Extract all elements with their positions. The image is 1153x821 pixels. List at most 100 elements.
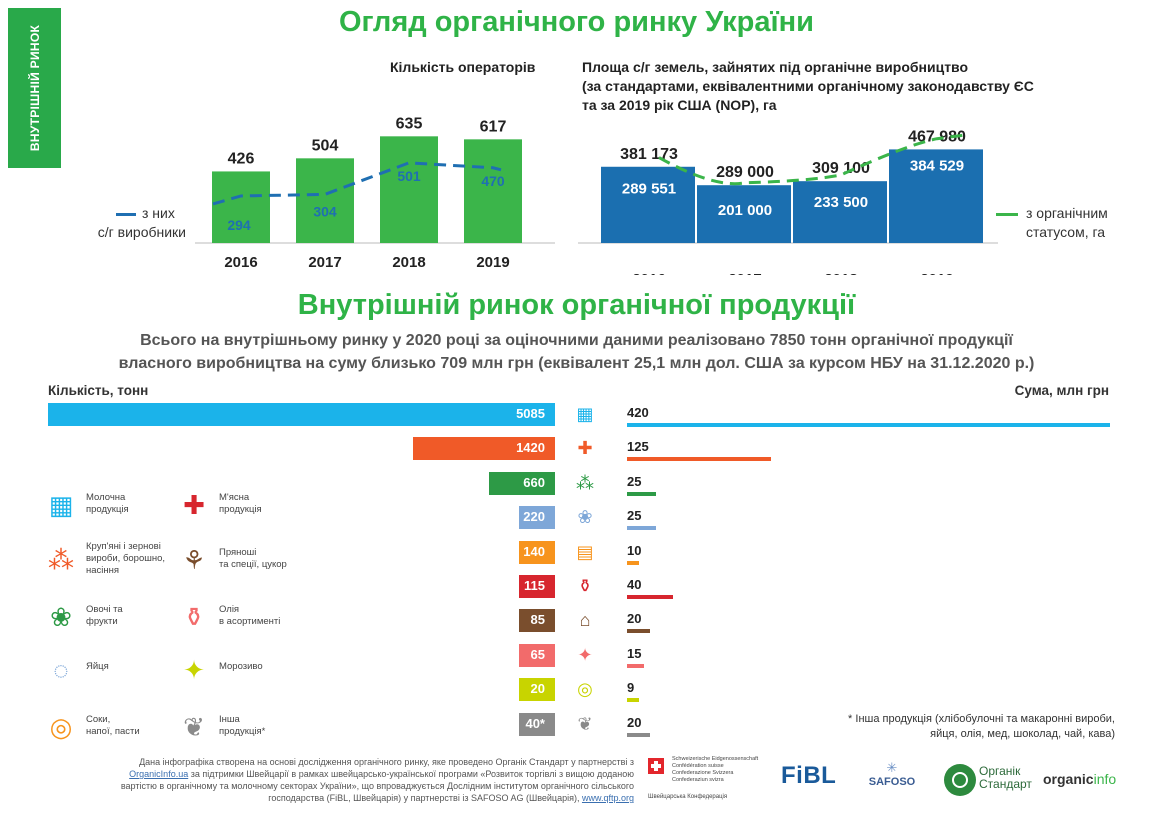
land-legend-line1: з органічним xyxy=(1026,205,1108,221)
footnote-line1: * Інша продукція (хлібобулочні та макаро… xyxy=(848,713,1115,725)
operators-chart: 426 2016 504 2017 635 2018 617 2019 294 304 501 470 xyxy=(195,115,555,271)
eggs-icon: ⌂ xyxy=(579,610,591,631)
amount-bar xyxy=(627,423,1110,427)
land-bar xyxy=(601,166,695,243)
wheat-icon: ⁂ xyxy=(576,472,594,493)
quantity-bar: 115 xyxy=(519,575,555,598)
amount-bar xyxy=(627,560,639,565)
meat-icon: ✚ xyxy=(183,490,205,520)
category-legend-label-line: Овочі та xyxy=(86,604,123,615)
category-legend-label-line: продукція xyxy=(86,504,129,515)
side-tab: ВНУТРІШНІЙ РИНОК xyxy=(8,8,61,168)
land-year-label: 2018 xyxy=(824,271,857,275)
land-chart: 381 173 2016 289 551 289 000 2017 201 000 309 … xyxy=(578,128,998,275)
category-legend-item: ◎ Соки, напої, пасти xyxy=(44,708,174,754)
quantity-bar-value: 220 xyxy=(523,509,545,525)
land-bar-value: 309 100 xyxy=(812,160,870,177)
organic-standard-logo: Органік Стандарт xyxy=(979,765,1032,791)
safoso-text: SAFOSO xyxy=(868,776,916,788)
category-legend-label-line: М'ясна xyxy=(219,492,250,503)
milk-icon: ▦ xyxy=(48,490,74,520)
amount-bar xyxy=(627,629,650,634)
juice-icon: ◎ xyxy=(49,712,73,742)
fibl-logo: FiBL xyxy=(781,762,837,789)
operators-year-label: 2016 xyxy=(224,254,257,271)
icecream-icon: ✦ xyxy=(577,644,593,665)
amount-bar-value: 25 xyxy=(627,508,642,524)
land-bar xyxy=(697,185,791,243)
right-axis-name: Сума, млн грн xyxy=(1014,383,1109,398)
oil-icon: ⚱ xyxy=(577,576,593,596)
category-legend-label: Морозиво xyxy=(219,661,309,673)
operators-chart-title: Кількість операторів xyxy=(390,59,536,75)
quantity-bar-value: 115 xyxy=(524,578,545,593)
footnote: * Інша продукція (хлібобулочні та макаро… xyxy=(785,712,1115,742)
category-legend-item: ▦ Молочна продукція xyxy=(44,486,174,532)
oil-icon: ⚱ xyxy=(183,602,205,632)
swiss-line1: Schweizerische Eidgenossenschaft xyxy=(672,756,759,762)
amount-bar-value: 125 xyxy=(627,439,649,455)
spices-icon: ❀ xyxy=(577,507,593,528)
land-legend: з органічним статусом, га xyxy=(996,204,1121,242)
eggs-icon: ◌ xyxy=(53,655,69,685)
vegetables-icon: ▤ xyxy=(576,541,594,562)
category-legend-label-line: фрукти xyxy=(86,616,118,627)
category-legend: ▦ Молочна продукція ✚ М'ясна продукція ⁂ Круп'я… xyxy=(44,486,344,746)
organic-standard-icon xyxy=(944,764,976,796)
meat-icon: ✚ xyxy=(577,438,593,459)
category-legend-label-line: в асортименті xyxy=(219,616,281,627)
category-legend-label-line: продукція* xyxy=(219,726,266,737)
quantity-bar-value: 5085 xyxy=(516,406,545,421)
category-legend-label-line: Круп'яні і зернові xyxy=(86,541,161,552)
category-legend-item: ⚘ Пряноші та спеції, цукор xyxy=(177,541,307,587)
category-legend-item: ✦ Морозиво xyxy=(177,651,307,697)
quantity-bar: 1420 xyxy=(413,437,555,461)
amount-bar-value: 10 xyxy=(627,542,642,558)
amount-bar-value: 25 xyxy=(627,473,642,489)
operators-legend-line1: з них xyxy=(142,205,175,221)
safoso-mark-icon: ✳ xyxy=(886,760,898,775)
category-legend-label-line: Пряноші xyxy=(219,547,257,558)
land-year-label: 2016 xyxy=(632,271,665,275)
land-title-line2: (за стандартами, еквівалентними органічн… xyxy=(582,78,1034,94)
amount-bar xyxy=(627,526,656,531)
operators-year-label: 2018 xyxy=(392,254,425,271)
spices-icon: ⚘ xyxy=(182,545,206,575)
quantity-bar-value: 65 xyxy=(530,646,545,662)
operators-subline-value: 501 xyxy=(397,168,421,184)
organic-standard-line2: Стандарт xyxy=(979,777,1032,791)
operators-bar xyxy=(380,136,438,243)
footer-line3: вартістю в органічному та молочному сект… xyxy=(120,781,634,791)
land-legend-line2: статусом, га xyxy=(1026,224,1106,240)
category-legend-label: Молочна продукція xyxy=(86,492,176,516)
amount-bar xyxy=(627,457,771,462)
organicinfo-logo-a: organic xyxy=(1043,771,1094,787)
operators-year-label: 2019 xyxy=(476,254,509,271)
main-title: Огляд органічного ринку України xyxy=(338,6,815,38)
operators-legend-line2: с/г виробники xyxy=(97,224,186,240)
category-legend-item: ◌ Яйця xyxy=(44,651,174,697)
organicinfo-link[interactable]: OrganicInfo.ua xyxy=(129,769,189,779)
amount-bar xyxy=(627,698,639,703)
land-sub-value: 384 529 xyxy=(910,158,964,175)
operators-legend-line xyxy=(116,213,136,216)
category-legend-label: Соки, напої, пасти xyxy=(86,714,176,738)
quantity-bar: 40* xyxy=(519,712,555,736)
subtitle-line2: власного виробництва на суму близько 709… xyxy=(118,355,1035,372)
operators-legend: з них с/г виробники xyxy=(78,204,186,242)
land-year-label: 2017 xyxy=(728,271,761,275)
land-bar-value: 381 173 xyxy=(620,146,678,163)
category-legend-label-line: Морозиво xyxy=(219,661,263,672)
category-legend-label-line: продукція xyxy=(219,504,262,515)
category-legend-label: Овочі та фрукти xyxy=(86,604,176,628)
category-legend-label: Пряноші та спеції, цукор xyxy=(219,547,309,571)
category-legend-item: ⚱ Олія в асортименті xyxy=(177,598,307,644)
section-subtitle: Всього на внутрішньому ринку у 2020 році… xyxy=(0,329,1153,375)
land-title-line3: та за 2019 рік США (NOP), га xyxy=(582,97,777,113)
operators-subline xyxy=(212,161,502,206)
qftp-link[interactable]: www.qftp.org xyxy=(581,793,634,803)
category-legend-label-line: насіння xyxy=(86,565,120,576)
quantity-bar-value: 40* xyxy=(525,715,545,731)
footer-line1: Дана інфографіка створена на основі досл… xyxy=(139,757,634,767)
quantity-bar-value: 85 xyxy=(530,612,545,628)
